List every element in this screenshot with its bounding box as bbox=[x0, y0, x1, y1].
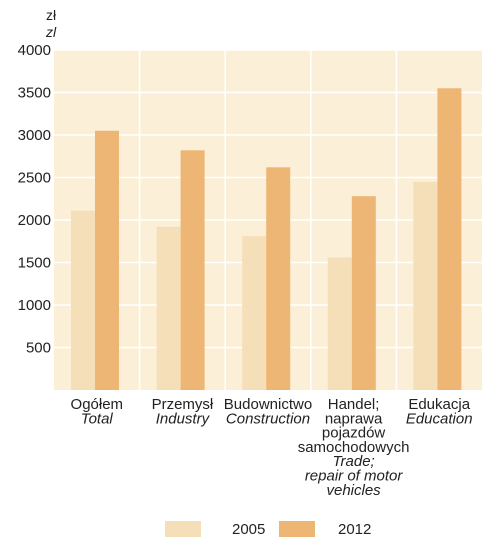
x-category-label: Przemysł bbox=[152, 396, 214, 413]
x-category-label: pojazdów bbox=[322, 425, 386, 442]
bar-2012-4 bbox=[437, 88, 462, 390]
unit-label-en: zl bbox=[45, 24, 57, 40]
legend: 2005 2012 bbox=[165, 521, 371, 538]
y-tick-label: 3000 bbox=[18, 127, 51, 144]
y-tick-label: 4000 bbox=[18, 42, 51, 59]
bar-2012-3 bbox=[351, 196, 376, 390]
x-category-label: samochodowych bbox=[298, 439, 410, 456]
bar-2012-2 bbox=[266, 167, 291, 390]
bar-2012-1 bbox=[180, 150, 205, 390]
bars bbox=[71, 88, 462, 390]
x-category-label: Budownictwo bbox=[224, 396, 312, 413]
y-tick-label: 3500 bbox=[18, 85, 51, 102]
legend-swatch-2012 bbox=[279, 521, 315, 537]
x-category-label-en: vehicles bbox=[326, 482, 381, 499]
y-tick-label: 500 bbox=[26, 340, 51, 357]
legend-label-2012: 2012 bbox=[338, 521, 371, 538]
x-category-label-en: repair of motor bbox=[305, 468, 404, 485]
x-category-label-en: Education bbox=[406, 410, 473, 427]
y-tick-label: 1000 bbox=[18, 297, 51, 314]
bar-2005-1 bbox=[156, 226, 181, 390]
x-category-label-en: Trade; bbox=[332, 453, 374, 470]
x-category-label-en: Total bbox=[81, 410, 114, 427]
unit-label-pl: zł bbox=[46, 7, 57, 23]
y-tick-label: 2000 bbox=[18, 212, 51, 229]
legend-swatch-2005 bbox=[165, 521, 201, 537]
bar-2005-2 bbox=[242, 236, 267, 390]
x-category-label: Edukacja bbox=[408, 396, 470, 413]
legend-label-2005: 2005 bbox=[232, 521, 265, 538]
x-category-label: naprawa bbox=[325, 410, 383, 427]
x-category-label: Ogółem bbox=[71, 396, 124, 413]
y-tick-label: 1500 bbox=[18, 255, 51, 272]
bar-2005-0 bbox=[71, 210, 95, 390]
x-category-label: Handel; bbox=[328, 396, 380, 413]
bar-2005-3 bbox=[327, 257, 352, 390]
y-axis-ticks: 500 1000 1500 2000 2500 3000 3500 4000 bbox=[18, 42, 51, 357]
y-tick-label: 2500 bbox=[18, 170, 51, 187]
bar-2012-0 bbox=[95, 130, 119, 390]
x-category-label-en: Construction bbox=[226, 410, 310, 427]
x-category-label-en: Industry bbox=[156, 410, 211, 427]
bar-2005-4 bbox=[413, 181, 438, 390]
